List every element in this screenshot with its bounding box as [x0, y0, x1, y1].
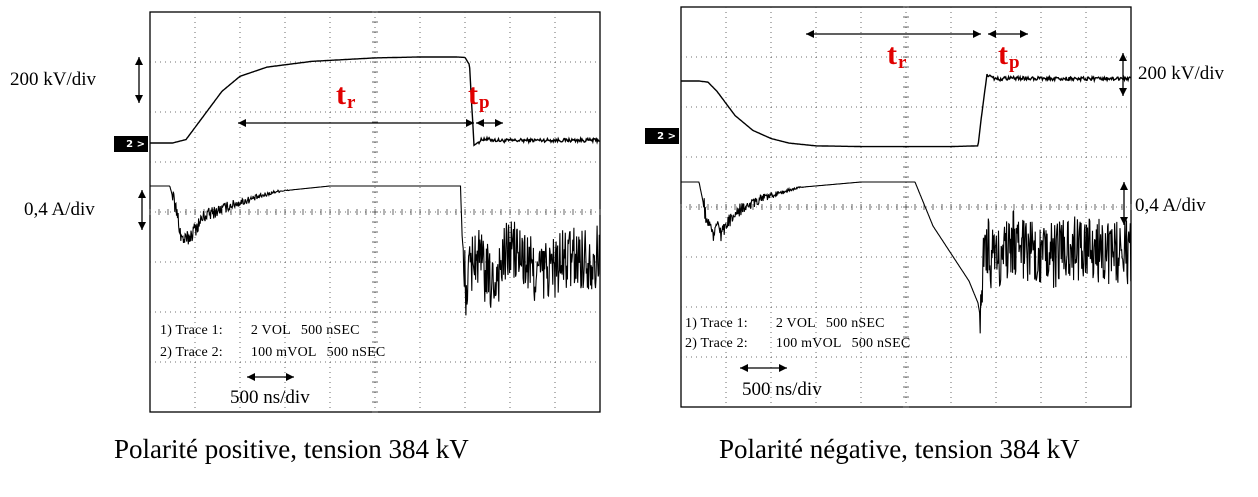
current-waveform [681, 181, 1132, 334]
peak-time-arrow-head-start [988, 30, 996, 38]
trace-1-volts: 2 VOL [775, 316, 816, 331]
current-scale-arrow [138, 190, 146, 230]
voltage-scale-arrow-head-end [1119, 88, 1127, 96]
time-scale-label: 500 ns/div [230, 387, 310, 408]
trace-1-info: 1) Trace 1: 2 VOL 500 nSEC [685, 317, 885, 331]
peak-time-label: tp [998, 38, 1020, 73]
current-scale-arrow-head-end [1120, 217, 1128, 225]
voltage-scale-label: 200 kV/div [10, 69, 97, 90]
peak-time-arrow [476, 119, 503, 127]
trace-1-prefix: 1) Trace 1: [685, 316, 748, 331]
current-scale-arrow [1120, 182, 1128, 225]
trace-2-marker-icon: 2 > [114, 136, 148, 152]
voltage-scale-arrow-head-start [1119, 53, 1127, 61]
rise-time-arrow-head-end [973, 30, 981, 38]
peak-time-arrow-head-end [495, 119, 503, 127]
rise-time-label: tr [336, 78, 356, 113]
trace-1-time: 500 nSEC [300, 323, 360, 338]
trace-2-marker-icon: 2 > [645, 128, 679, 144]
voltage-scale-arrow-head-end [135, 95, 143, 103]
time-scale-arrow-head-start [247, 373, 255, 381]
time-scale-arrow-head-start [740, 364, 748, 372]
oscillogram-positive-plot [135, 11, 601, 413]
peak-time-subscript: p [1009, 52, 1020, 73]
trace-2-prefix: 2) Trace 2: [160, 345, 223, 360]
voltage-scale-arrow [135, 57, 143, 103]
current-scale-arrow-head-start [1120, 182, 1128, 190]
rise-time-subscript: r [347, 92, 356, 113]
trace-1-prefix: 1) Trace 1: [160, 323, 223, 338]
peak-time-label: tp [468, 78, 490, 113]
trace-1-volts: 2 VOL [250, 323, 291, 338]
current-waveform [150, 185, 601, 316]
scope-grid [149, 11, 601, 413]
caption-positive: Polarité positive, tension 384 kV [114, 434, 469, 464]
time-scale-arrow-head-end [779, 364, 787, 372]
time-scale-arrow [740, 364, 787, 372]
trace-1-info: 1) Trace 1: 2 VOL 500 nSEC [160, 324, 360, 338]
voltage-scale-arrow-head-start [135, 57, 143, 65]
oscillogram-negative: 200 kV/div 0,4 A/div 500 ns/div tr tp 2 … [629, 0, 1258, 497]
rise-time-label: tr [887, 38, 907, 73]
trace-2-info: 2) Trace 2: 100 mVOL 500 nSEC [685, 337, 910, 351]
oscillogram-negative-plot [680, 6, 1132, 408]
time-scale-arrow-head-end [286, 373, 294, 381]
rise-time-subscript: r [898, 52, 907, 73]
peak-time-arrow-head-end [1020, 30, 1028, 38]
trace-2-volts: 100 mVOL [775, 336, 842, 351]
trace-2-volts: 100 mVOL [250, 345, 317, 360]
rise-time-symbol: t [336, 78, 346, 111]
current-scale-arrow-head-end [138, 222, 146, 230]
peak-time-symbol: t [998, 38, 1008, 71]
voltage-scale-label: 200 kV/div [1138, 63, 1225, 84]
voltage-waveform [681, 73, 1132, 148]
rise-time-arrow-head-start [806, 30, 814, 38]
rise-time-arrow [238, 119, 474, 127]
time-scale-label: 500 ns/div [742, 379, 822, 400]
voltage-scale-arrow [1119, 53, 1127, 96]
rise-time-arrow-head-start [238, 119, 246, 127]
trace-2-prefix: 2) Trace 2: [685, 336, 748, 351]
current-scale-arrow-head-start [138, 190, 146, 198]
time-scale-arrow [247, 373, 294, 381]
rise-time-arrow [806, 30, 981, 38]
current-scale-label: 0,4 A/div [24, 199, 95, 220]
voltage-waveform [150, 56, 601, 147]
peak-time-arrow-head-start [476, 119, 484, 127]
trace-1-time: 500 nSEC [825, 316, 885, 331]
rise-time-arrow-head-end [466, 119, 474, 127]
trace-2-info: 2) Trace 2: 100 mVOL 500 nSEC [160, 346, 385, 360]
current-scale-label: 0,4 A/div [1135, 195, 1206, 216]
rise-time-symbol: t [887, 38, 897, 71]
peak-time-symbol: t [468, 78, 478, 111]
peak-time-arrow [988, 30, 1028, 38]
oscillogram-positive: 200 kV/div 0,4 A/div 500 ns/div tr tp 2 … [10, 11, 601, 464]
trace-2-time: 500 nSEC [326, 345, 386, 360]
peak-time-subscript: p [479, 92, 490, 113]
caption-negative: Polarité négative, tension 384 kV [719, 434, 1080, 464]
scope-grid [680, 6, 1132, 408]
trace-2-time: 500 nSEC [851, 336, 911, 351]
